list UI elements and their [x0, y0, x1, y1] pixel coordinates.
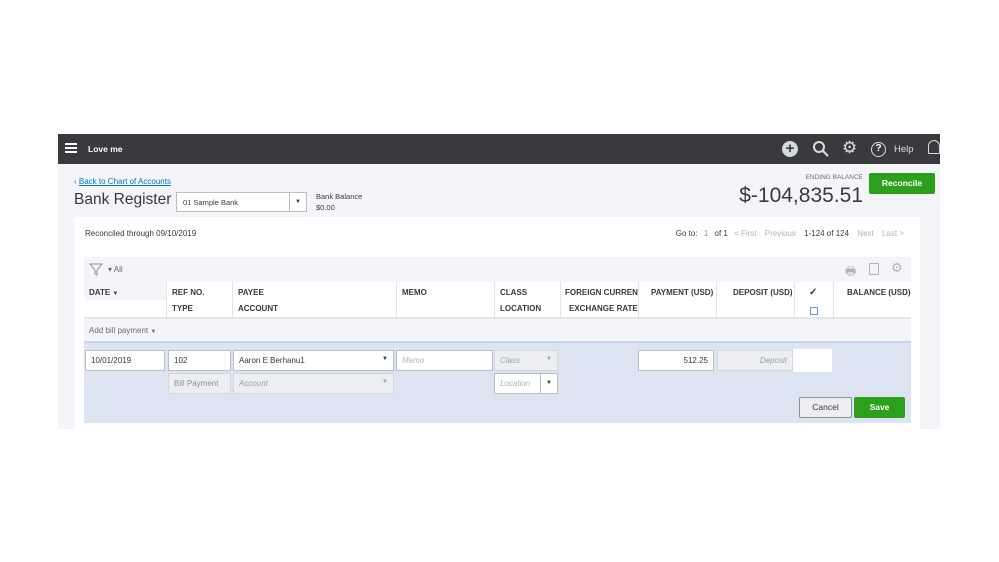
next-row — [84, 423, 911, 429]
page-title: Bank Register — [74, 191, 172, 208]
type-field: Bill Payment — [168, 373, 231, 394]
location-field[interactable]: Location ▼ — [494, 373, 558, 394]
column-payee[interactable]: PAYEE — [238, 288, 264, 297]
memo-field[interactable]: Memo — [396, 350, 493, 371]
column-location[interactable]: LOCATION — [500, 304, 542, 313]
table-header: DATE ▼ REF NO. TYPE PAYEE ACCOUNT MEMO C… — [84, 282, 911, 319]
column-memo[interactable]: MEMO — [402, 288, 427, 297]
first-link[interactable]: < First — [734, 229, 757, 238]
filter-dropdown[interactable]: ▾ All — [108, 265, 123, 274]
chevron-down-icon: ▼ — [382, 356, 388, 362]
column-balance[interactable]: BALANCE (USD) — [847, 288, 911, 297]
register-table: ▾ All 🖶 ⚙ DATE ▼ REF NO. TYPE PAYEE ACCO… — [84, 257, 911, 429]
column-foreign-currency[interactable]: FOREIGN CURRENC — [565, 288, 638, 297]
chevron-down-icon: ▼ — [289, 193, 306, 211]
ref-field[interactable]: 102 — [168, 350, 231, 371]
edit-row: 10/01/2019 102 Aaron E Berhanu1 ▼ Memo Cl… — [84, 341, 911, 423]
column-date[interactable]: DATE ▼ — [89, 288, 119, 297]
save-button[interactable]: Save — [854, 397, 905, 418]
menu-icon[interactable] — [65, 143, 77, 153]
column-reconcile-check[interactable]: ✓ — [809, 287, 818, 298]
cancel-button[interactable]: Cancel — [799, 397, 852, 418]
plus-icon[interactable]: + — [782, 141, 798, 157]
column-class[interactable]: CLASS — [500, 288, 528, 297]
last-link[interactable]: Last > — [881, 229, 904, 238]
reconcile-status-field[interactable] — [793, 349, 832, 372]
bank-balance: $0.00 — [316, 203, 335, 212]
filter-icon[interactable] — [89, 263, 103, 276]
sort-icon: ▼ — [112, 291, 119, 297]
ending-balance-label: ENDING BALANCE — [805, 174, 863, 181]
search-icon[interactable] — [812, 140, 830, 158]
copy-icon[interactable] — [810, 307, 818, 315]
date-field[interactable]: 10/01/2019 — [85, 350, 165, 371]
class-field[interactable]: Class ▼ — [494, 350, 558, 371]
column-type[interactable]: TYPE — [172, 304, 193, 313]
next-link[interactable]: Next — [857, 229, 874, 238]
deposit-field[interactable]: Deposit — [717, 350, 793, 371]
chevron-left-icon: ‹ — [74, 177, 79, 186]
company-name: Love me — [88, 144, 123, 154]
account-select[interactable]: 01 Sample Bank ▼ — [176, 192, 307, 212]
bell-icon[interactable] — [928, 140, 940, 154]
top-bar: Love me + ⚙ ? Help — [58, 134, 940, 164]
bank-balance-label: Bank Balance — [316, 192, 363, 201]
column-deposit[interactable]: DEPOSIT (USD) — [733, 288, 793, 297]
caret-down-icon: ▼ — [150, 329, 157, 335]
help-label[interactable]: Help — [894, 144, 914, 155]
chevron-down-icon: ▼ — [540, 374, 557, 393]
account-field[interactable]: Account ▼ — [233, 373, 394, 394]
payee-field[interactable]: Aaron E Berhanu1 ▼ — [233, 350, 394, 371]
help-icon[interactable]: ? — [871, 142, 886, 157]
add-bill-payment-dropdown[interactable]: Add bill payment ▼ — [89, 326, 157, 335]
gear-icon[interactable]: ⚙ — [842, 138, 858, 157]
chevron-down-icon: ▼ — [382, 379, 388, 385]
settings-gear-icon[interactable]: ⚙ — [891, 260, 903, 275]
previous-link[interactable]: Previous — [764, 229, 796, 238]
print-icon[interactable]: 🖶 — [845, 264, 857, 278]
back-link[interactable]: ‹ Back to Chart of Accounts — [74, 177, 171, 186]
register-card: Reconciled through 09/10/2019 Go to: 1 o… — [75, 217, 920, 429]
page-input[interactable]: 1 — [703, 229, 709, 238]
column-ref[interactable]: REF NO. — [172, 288, 205, 297]
payment-field[interactable]: 512.25 — [638, 350, 714, 371]
reconciled-through: Reconciled through 09/10/2019 — [85, 229, 197, 238]
pagination: Go to: 1 of 1 < First Previous 1-124 of … — [675, 229, 904, 238]
chevron-down-icon: ▼ — [546, 356, 552, 362]
column-exchange-rate[interactable]: EXCHANGE RATE — [569, 304, 638, 313]
reconcile-button[interactable]: Reconcile — [869, 173, 935, 194]
column-account[interactable]: ACCOUNT — [238, 304, 278, 313]
ending-balance: $-104,835.51 — [739, 184, 863, 207]
app-window: Love me + ⚙ ? Help ‹ Back to Chart of Ac… — [58, 134, 940, 429]
column-payment[interactable]: PAYMENT (USD) — [651, 288, 714, 297]
export-icon[interactable] — [869, 263, 879, 275]
